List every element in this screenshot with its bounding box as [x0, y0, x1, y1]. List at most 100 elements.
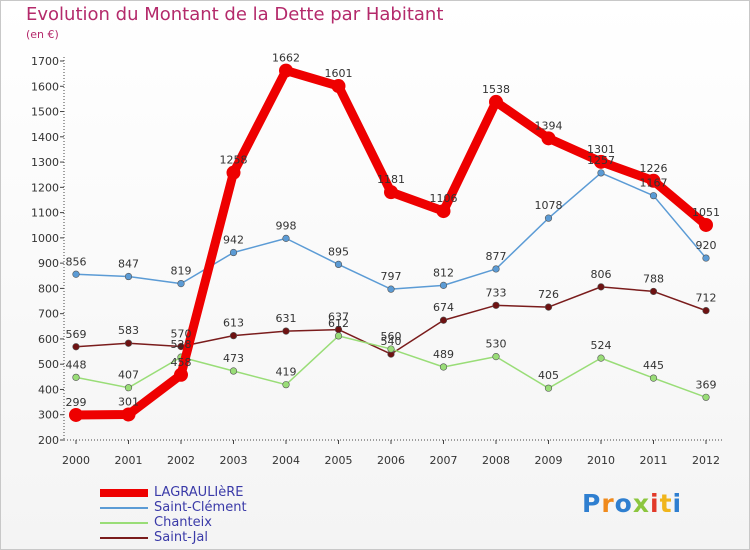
y-tick-label: 1100 [31, 207, 59, 220]
data-label: 419 [276, 366, 297, 379]
data-label: 942 [223, 234, 244, 247]
x-tick-label: 2003 [220, 454, 248, 467]
data-label: 583 [118, 324, 139, 337]
legend-swatch [100, 488, 148, 497]
data-point [72, 343, 80, 351]
data-label: 1301 [587, 143, 615, 156]
data-point [702, 307, 710, 315]
data-point [439, 363, 448, 371]
legend: LAGRAULIèRE Saint-Clément Chanteix Saint-Ja… [100, 485, 247, 545]
data-label: 1662 [272, 52, 300, 65]
data-label: 920 [696, 239, 717, 252]
x-tick-label: 2001 [115, 454, 143, 467]
data-label: 637 [328, 311, 349, 324]
y-tick-label: 600 [38, 333, 59, 346]
data-label: 631 [276, 312, 297, 325]
data-label: 1181 [377, 173, 405, 186]
legend-label: Saint-Clément [154, 500, 247, 515]
logo-letter: P [582, 489, 602, 518]
data-label: 458 [171, 356, 192, 369]
unit-label: (en €) [26, 28, 59, 41]
data-point [649, 374, 658, 382]
data-point [334, 332, 343, 340]
data-label: 733 [486, 286, 507, 299]
y-tick-label: 700 [38, 308, 59, 321]
data-label: 1394 [535, 119, 563, 132]
logo-letter: x [632, 489, 650, 518]
data-label: 569 [66, 328, 87, 341]
data-label: 301 [118, 395, 139, 408]
data-point [174, 367, 188, 382]
x-tick-label: 2000 [62, 454, 90, 467]
data-point [597, 169, 605, 177]
data-point [646, 173, 661, 188]
series-LAGRAULIèRE [69, 63, 713, 422]
data-point [439, 281, 448, 289]
data-label: 1051 [692, 206, 720, 219]
data-point [436, 204, 451, 219]
data-point [229, 332, 238, 340]
data-label: 612 [328, 317, 349, 330]
legend-label: Saint-Jal [154, 530, 208, 545]
x-tick-label: 2012 [692, 454, 720, 467]
data-label: 530 [486, 338, 507, 351]
data-point [124, 384, 133, 392]
data-label: 524 [591, 339, 612, 352]
data-label: 819 [171, 265, 192, 278]
y-tick-label: 900 [38, 257, 59, 270]
x-tick-label: 2005 [325, 454, 353, 467]
data-label: 1167 [640, 177, 668, 190]
y-tick-label: 1400 [31, 131, 59, 144]
data-point [121, 407, 136, 422]
series-Saint-Jal [72, 283, 710, 358]
data-label: 856 [66, 255, 87, 268]
data-point [492, 265, 500, 273]
data-label: 674 [433, 301, 454, 314]
data-label: 1257 [587, 154, 615, 167]
data-point [124, 272, 133, 281]
data-point [544, 214, 553, 222]
y-tick-label: 200 [38, 434, 59, 447]
data-point [334, 260, 343, 268]
data-point [594, 154, 608, 169]
data-point [492, 301, 500, 309]
data-label: 895 [328, 245, 349, 258]
data-point [124, 339, 133, 347]
data-point [702, 393, 710, 401]
data-label: 1078 [535, 199, 563, 212]
y-tick-label: 300 [38, 409, 59, 422]
data-label: 797 [381, 270, 402, 283]
legend-swatch [100, 536, 148, 539]
data-point [72, 270, 80, 278]
series-layer [69, 63, 713, 422]
data-point [649, 287, 658, 296]
x-tick-label: 2004 [272, 454, 300, 467]
data-point [489, 94, 503, 109]
data-point [387, 285, 395, 293]
data-label: 405 [538, 369, 559, 382]
data-label: 812 [433, 266, 454, 279]
data-label: 788 [643, 272, 664, 285]
data-point [492, 353, 500, 361]
data-label: 299 [66, 396, 87, 409]
legend-label: Chanteix [154, 515, 212, 530]
axes: 200 300 400 500 600 700 800 900 1000 1100 1200 1300… [31, 55, 724, 467]
y-tick-label: 400 [38, 383, 59, 396]
y-tick-label: 1300 [31, 156, 59, 169]
data-point [279, 63, 293, 78]
x-tick-label: 2011 [640, 454, 668, 467]
legend-item: Saint-Clément [100, 500, 247, 515]
x-tick-label: 2008 [482, 454, 510, 467]
data-label: 806 [591, 268, 612, 281]
data-label: 998 [276, 219, 297, 232]
data-point [541, 131, 556, 146]
legend-item: LAGRAULIèRE [100, 485, 247, 500]
x-tick-label: 2009 [535, 454, 563, 467]
data-point [699, 217, 713, 232]
y-tick-label: 1500 [31, 106, 59, 119]
data-point [702, 254, 710, 262]
logo-letter: i [650, 489, 660, 518]
data-label: 712 [696, 292, 717, 305]
data-point [597, 283, 605, 291]
